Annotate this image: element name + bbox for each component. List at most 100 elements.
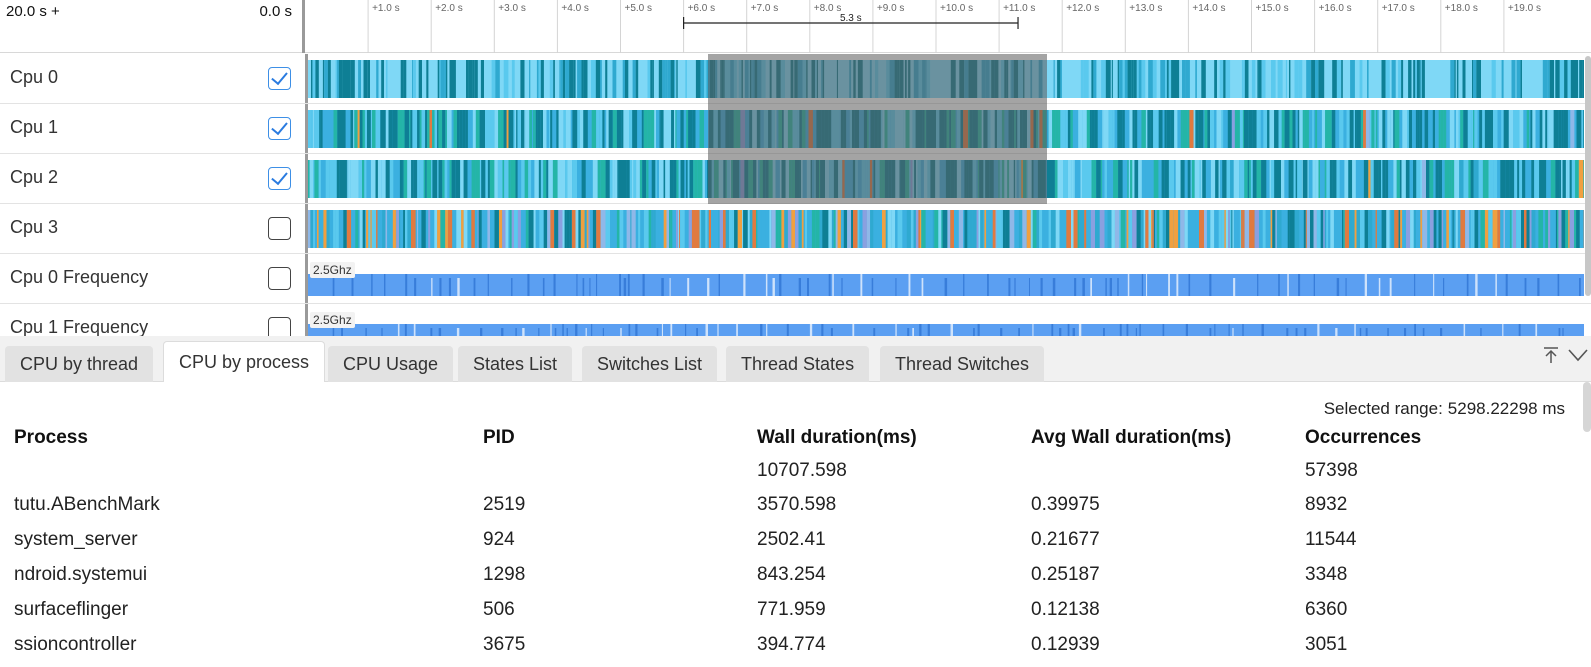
range-start-label: 20.0 s + (6, 3, 60, 20)
track-row[interactable]: Cpu 1 Frequency 2.5Ghz (0, 304, 1591, 336)
ruler-tick-label: +10.0 s (940, 3, 973, 14)
table-cell: 771.959 (757, 599, 826, 620)
table-cell: system_server (14, 529, 138, 550)
cpu-slice-lane[interactable] (308, 60, 1584, 98)
track-row[interactable]: Cpu 3 (0, 204, 1591, 254)
ruler-tick-label: +14.0 s (1192, 3, 1225, 14)
track-row[interactable]: Cpu 0 (0, 54, 1591, 104)
selected-range: Selected range: 5298.22298 ms (1324, 399, 1565, 419)
ruler-tick-label: +12.0 s (1066, 3, 1099, 14)
column-header: Avg Wall duration(ms) (1031, 427, 1232, 448)
ruler-tick-label: +18.0 s (1445, 3, 1478, 14)
track-checkbox[interactable] (268, 117, 291, 140)
cpu-slice-lane[interactable] (308, 110, 1584, 148)
ruler-tick-label: +6.0 s (688, 3, 716, 14)
cpu-by-process-panel: Selected range: 5298.22298 ms Process PID W… (0, 382, 1591, 667)
chevron-down-icon[interactable] (1567, 345, 1589, 365)
selection-duration-label: 5.3 s (840, 13, 862, 24)
ruler-tick-label: +9.0 s (877, 3, 905, 14)
table-cell: ssioncontroller (14, 634, 137, 655)
track-checkbox[interactable] (268, 167, 291, 190)
ruler-tick-label: +1.0 s (372, 3, 400, 14)
table-cell: ndroid.systemui (14, 564, 148, 585)
track-checkbox[interactable] (268, 267, 291, 290)
cpu-slice-lane[interactable] (308, 210, 1584, 248)
ruler-tick-label: +11.0 s (1003, 3, 1035, 14)
ruler-tick-label: +8.0 s (814, 3, 842, 14)
ruler-tick-label: +5.0 s (625, 3, 653, 14)
tab-cpu-usage[interactable]: CPU Usage (328, 346, 454, 382)
cpu-slice-lane[interactable] (308, 160, 1584, 198)
ruler-tick-label: +4.0 s (561, 3, 589, 14)
track-row[interactable]: Cpu 2 (0, 154, 1591, 204)
ruler-tick-label: +19.0 s (1508, 3, 1541, 14)
track-divider (305, 104, 308, 153)
tab-states-list[interactable]: States List (458, 346, 573, 382)
ruler-tick-label: +7.0 s (751, 3, 779, 14)
table-cell: 2519 (483, 494, 526, 515)
ruler-ticks[interactable]: +1.0 s +2.0 s +3.0 s +4.0 s +5.0 s +6.0 s +7.0… (305, 0, 1591, 53)
table-cell: surfaceflinger (14, 599, 129, 620)
tab-thread-switches[interactable]: Thread Switches (880, 346, 1045, 382)
panel-scrollbar[interactable] (1583, 382, 1591, 432)
panel-tab-bar: CPU by thread CPU by process CPU Usage Stat… (0, 336, 1591, 383)
tab-cpu-by-thread[interactable]: CPU by thread (5, 346, 154, 382)
time-ruler[interactable]: 20.0 s + 0.0 s +1.0 s +2.0 s +3.0 s +4.0 s +… (0, 0, 1591, 53)
selected-range-value: 5298.22298 ms (1447, 399, 1565, 418)
table-cell: 3348 (1305, 564, 1348, 585)
table-cell: 0.25187 (1031, 564, 1100, 585)
table-cell: 0.39975 (1031, 494, 1100, 515)
ruler-tick-label: +16.0 s (1319, 3, 1352, 14)
timeline-scrollbar[interactable] (1585, 56, 1591, 296)
table-cell: 506 (483, 599, 515, 620)
range-offset-label: 0.0 s (259, 3, 292, 20)
track-checkbox[interactable] (268, 67, 291, 90)
selection-bracket[interactable]: 5.3 s (683, 13, 1019, 29)
table-cell: 3675 (483, 634, 526, 655)
timeline-view[interactable]: 20.0 s + 0.0 s +1.0 s +2.0 s +3.0 s +4.0 s +… (0, 0, 1591, 336)
track-label: Cpu 0 Frequency (10, 267, 149, 287)
track-label: Cpu 3 (10, 217, 59, 237)
track-checkbox[interactable] (268, 217, 291, 240)
tab-cpu-by-process[interactable]: CPU by process (163, 341, 326, 383)
frequency-lane[interactable] (308, 274, 1584, 296)
table-cell: 3051 (1305, 634, 1348, 655)
table-cell: 3570.598 (757, 494, 837, 515)
table-cell: 6360 (1305, 599, 1348, 620)
table-cell: 924 (483, 529, 515, 550)
track-label: Cpu 1 (10, 117, 59, 137)
ruler-tick-label: +2.0 s (435, 3, 463, 14)
table-cell: 843.254 (757, 564, 826, 585)
frequency-label: 2.5Ghz (310, 312, 355, 328)
table-cell: 0.12939 (1031, 634, 1100, 655)
frequency-lane[interactable] (308, 324, 1584, 336)
frequency-label: 2.5Ghz (310, 262, 355, 278)
table-cell: 0.21677 (1031, 529, 1100, 550)
column-header: PID (483, 427, 515, 448)
track-checkbox[interactable] (268, 317, 291, 336)
tab-switches-list[interactable]: Switches List (582, 346, 718, 382)
column-header: Occurrences (1305, 427, 1422, 448)
tab-thread-states[interactable]: Thread States (726, 346, 870, 382)
table-cell: 2502.41 (757, 529, 826, 550)
track-label: Cpu 2 (10, 167, 59, 187)
ruler-tick-label: +13.0 s (1129, 3, 1162, 14)
table-cell: 11544 (1305, 529, 1357, 550)
ruler-range-info: 20.0 s + 0.0 s (0, 0, 305, 53)
selected-range-label: Selected range: (1323, 399, 1443, 418)
track-row[interactable]: Cpu 1 (0, 104, 1591, 154)
table-cell: 0.12138 (1031, 599, 1100, 620)
track-divider (305, 204, 308, 253)
track-row[interactable]: Cpu 0 Frequency 2.5Ghz (0, 254, 1591, 304)
pin-top-icon[interactable] (1541, 345, 1561, 365)
table-cell: tutu.ABenchMark (14, 494, 160, 515)
track-divider (305, 254, 308, 303)
ruler-tick-label: +15.0 s (1256, 3, 1289, 14)
total-wall-duration: 10707.598 (757, 460, 847, 481)
table-cell: 8932 (1305, 494, 1348, 515)
column-header: Process (14, 427, 88, 448)
total-occurrences: 57398 (1305, 460, 1358, 481)
track-divider (305, 54, 308, 103)
ruler-tick-label: +17.0 s (1382, 3, 1415, 14)
track-divider (305, 304, 308, 336)
